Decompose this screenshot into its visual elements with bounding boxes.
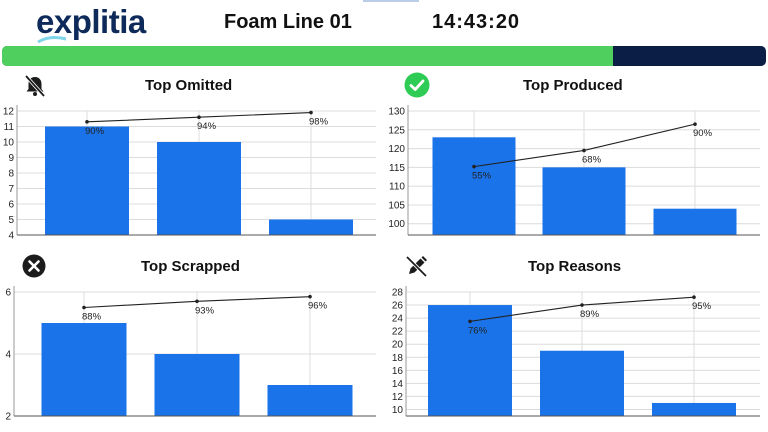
cumulative-percent-label: 95% <box>692 301 712 312</box>
y-tick-label: 9 <box>8 153 14 164</box>
y-tick-label: 6 <box>8 200 14 211</box>
panel-top-omitted: Top Omitted 4 5 6 7 8 9 10 11 12 90% 94% 98% <box>0 70 384 250</box>
cumulative-percent-label: 93% <box>195 305 215 316</box>
x-circle-icon <box>21 253 47 279</box>
clock: 14:43:20 <box>432 11 521 33</box>
panel-top-reasons: Top Reasons 10 12 14 16 18 20 22 24 26 28 76% 89% 95… <box>384 250 768 430</box>
cumulative-point <box>580 303 584 307</box>
cumulative-point <box>82 305 86 310</box>
cumulative-percent-label: 96% <box>308 301 328 312</box>
y-tick-label: 105 <box>388 200 405 211</box>
cumulative-percent-label: 98% <box>309 117 329 128</box>
bar <box>432 137 516 235</box>
shift-progress-fill <box>2 46 614 66</box>
cumulative-percent-label: 90% <box>693 128 713 139</box>
logo-swoosh-icon <box>37 36 67 44</box>
panel-title: Top Produced <box>523 77 623 94</box>
cumulative-percent-label: 94% <box>197 121 217 132</box>
y-tick-label: 14 <box>392 379 404 390</box>
y-tick-label: 26 <box>392 301 404 312</box>
cumulative-point <box>308 294 312 299</box>
bell-slash-icon <box>22 73 48 99</box>
y-tick-label: 20 <box>392 340 404 351</box>
y-tick-label: 2 <box>5 412 11 423</box>
chart-top-produced: 100 105 110 115 120 125 130 55% 68% 90% <box>388 105 760 236</box>
y-tick-label: 4 <box>8 231 14 242</box>
y-tick-label: 100 <box>388 219 405 230</box>
shift-progress-bar <box>2 46 766 66</box>
header-bar: explitia Foam Line 01 14:43:20 <box>0 0 768 46</box>
bar <box>540 350 624 416</box>
chart-top-reasons: 10 12 14 16 18 20 22 24 26 28 76% 89% 95% <box>392 286 760 417</box>
y-tick-label: 22 <box>392 327 404 338</box>
y-tick-label: 10 <box>392 405 404 416</box>
y-tick-label: 110 <box>389 182 405 193</box>
cumulative-point <box>309 110 313 115</box>
cumulative-percent-label: 89% <box>580 309 600 320</box>
y-tick-label: 28 <box>392 288 404 299</box>
bar <box>267 385 353 416</box>
top-indicator <box>363 0 419 2</box>
y-tick-label: 130 <box>388 107 405 118</box>
cumulative-point <box>692 295 696 300</box>
line-name: Foam Line 01 <box>224 11 352 33</box>
y-tick-label: 12 <box>3 107 15 118</box>
cumulative-percent-label: 68% <box>582 154 602 165</box>
panel-top-produced: Top Produced 100 105 110 115 120 125 130 55% 68%… <box>384 70 768 250</box>
panel-title: Top Scrapped <box>141 258 240 275</box>
cumulative-point <box>195 299 199 304</box>
explitia-logo: explitia <box>36 3 146 41</box>
check-circle-icon <box>404 72 430 98</box>
bar <box>428 305 512 416</box>
cumulative-point <box>197 115 201 119</box>
y-tick-label: 5 <box>8 215 14 226</box>
chart-top-scrapped: 2 4 6 88% 93% 96% <box>5 286 376 423</box>
cumulative-percent-label: 76% <box>468 325 488 336</box>
chart-top-omitted: 4 5 6 7 8 9 10 11 12 90% 94% 98% <box>3 105 376 242</box>
y-tick-label: 125 <box>388 125 405 136</box>
pencil-slash-icon <box>404 253 430 279</box>
bar <box>653 208 737 235</box>
bar <box>154 354 240 416</box>
y-tick-label: 120 <box>388 144 405 155</box>
bar <box>542 167 626 235</box>
panel-title: Top Omitted <box>145 77 233 94</box>
bar <box>652 402 736 416</box>
y-tick-label: 16 <box>392 366 404 377</box>
y-tick-label: 6 <box>5 288 11 299</box>
cumulative-point <box>582 148 586 153</box>
y-tick-label: 11 <box>4 122 15 133</box>
y-tick-label: 10 <box>3 138 15 149</box>
bar <box>45 126 129 235</box>
bar <box>157 142 241 235</box>
cumulative-point <box>472 164 476 169</box>
cumulative-point <box>468 319 472 324</box>
cumulative-percent-label: 90% <box>85 126 105 137</box>
y-tick-label: 7 <box>8 184 14 195</box>
panel-title: Top Reasons <box>528 258 622 275</box>
cumulative-percent-label: 88% <box>82 312 102 323</box>
bar <box>41 323 127 416</box>
bar <box>269 219 353 235</box>
y-tick-label: 115 <box>389 163 405 174</box>
y-tick-label: 24 <box>392 314 404 325</box>
y-tick-label: 12 <box>392 392 404 403</box>
panel-top-scrapped: Top Scrapped 2 4 6 88% 93% 96% <box>0 250 384 430</box>
cumulative-point <box>85 120 89 124</box>
logo-text: explitia <box>36 3 146 40</box>
cumulative-percent-label: 55% <box>472 171 492 182</box>
y-tick-label: 4 <box>5 350 11 361</box>
y-tick-label: 18 <box>392 353 404 364</box>
y-tick-label: 8 <box>8 169 14 180</box>
cumulative-point <box>693 122 697 126</box>
